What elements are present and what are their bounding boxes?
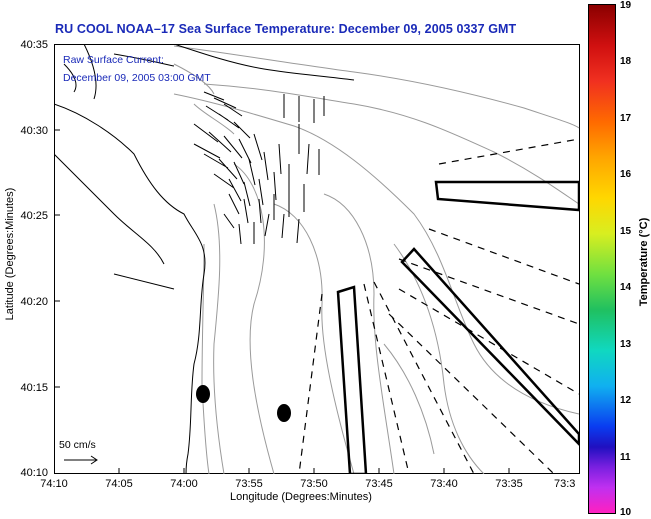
x-axis-label: Longitude (Degrees:Minutes) xyxy=(230,491,372,503)
y-tick-label: 40:25 xyxy=(20,210,48,222)
y-tick-label: 40:10 xyxy=(20,467,48,479)
colorbar-tick: 13 xyxy=(620,339,632,350)
annotation-line2: December 09, 2005 03:00 GMT xyxy=(63,72,211,84)
annotation-line1: Raw Surface Current: xyxy=(63,54,164,66)
y-tick-label: 40:15 xyxy=(20,382,48,394)
scale-label: 50 cm/s xyxy=(59,439,96,451)
station-marker xyxy=(277,404,291,422)
colorbar-tick: 19 xyxy=(620,0,632,11)
x-tick-label: 73:35 xyxy=(495,478,523,490)
x-tick-label: 73:45 xyxy=(365,478,393,490)
y-axis-label: Latitude (Degrees:Minutes) xyxy=(4,187,16,321)
y-tick-label: 40:30 xyxy=(20,125,48,137)
bathymetry-contours xyxy=(173,45,580,474)
colorbar-tick: 16 xyxy=(620,169,632,180)
x-tick-label: 74:05 xyxy=(105,478,133,490)
radial-dashed-lines xyxy=(298,138,580,474)
survey-boxes xyxy=(336,180,580,474)
colorbar-tick: 17 xyxy=(620,113,632,124)
x-tick-label: 73:40 xyxy=(430,478,458,490)
map-title: RU COOL NOAA–17 Sea Surface Temperature:… xyxy=(55,22,517,36)
colorbar-tick: 18 xyxy=(620,56,632,67)
colorbar-tick: 12 xyxy=(620,395,632,406)
colorbar-label: Temperature (°C) xyxy=(638,217,650,307)
x-tick-label: 74:10 xyxy=(40,478,68,490)
coastline xyxy=(54,44,355,474)
y-tick-label: 40:35 xyxy=(20,39,48,51)
map-plot: Raw Surface Current: December 09, 2005 0… xyxy=(54,44,580,474)
temperature-colorbar xyxy=(588,4,616,514)
axis-ticks xyxy=(54,129,510,474)
x-tick-label: 73:55 xyxy=(235,478,263,490)
scale-arrow xyxy=(64,455,98,465)
x-tick-label: 74:00 xyxy=(170,478,198,490)
station-marker xyxy=(196,385,210,403)
x-tick-label: 73:3 xyxy=(554,478,576,490)
y-tick-label: 40:20 xyxy=(20,296,48,308)
colorbar-tick: 10 xyxy=(620,507,632,518)
x-tick-label: 73:50 xyxy=(300,478,328,490)
colorbar-tick: 15 xyxy=(620,226,632,237)
colorbar-tick: 14 xyxy=(620,282,632,293)
current-vectors xyxy=(193,91,325,245)
colorbar-tick: 11 xyxy=(620,452,631,463)
